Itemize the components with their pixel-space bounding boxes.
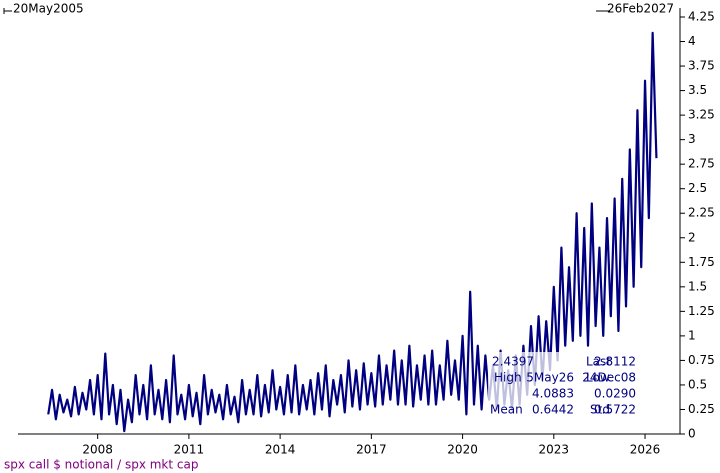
footer: spx call $ notional / spx mkt cap	[4, 458, 198, 472]
x-tick-label: 2023	[539, 443, 570, 457]
range-end: 26Feb2027	[607, 2, 674, 16]
y-tick-label: 1	[688, 328, 696, 342]
stat-text: 2.8112	[594, 355, 636, 369]
x-tick-label: 2014	[265, 443, 296, 457]
stat-text: 5May26	[526, 371, 574, 385]
y-tick-label: 0.5	[688, 377, 707, 391]
y-tick-label: 2	[688, 230, 696, 244]
stat-text: 4.0883	[532, 387, 574, 401]
y-tick-label: 0.25	[688, 402, 715, 416]
y-tick-label: 3.75	[688, 59, 715, 73]
y-tick-label: 1.5	[688, 279, 707, 293]
range-start: 20May2005	[13, 2, 84, 16]
y-tick-label: 2.5	[688, 181, 707, 195]
stats-box	[488, 352, 640, 418]
y-tick-label: 3.25	[688, 108, 715, 122]
y-tick-label: 3	[688, 132, 696, 146]
y-tick-label: 1.75	[688, 255, 715, 269]
x-tick-label: 2026	[630, 443, 661, 457]
stat-text: Std	[590, 403, 610, 417]
stat-text: High	[494, 371, 522, 385]
y-tick-label: 3.5	[688, 83, 707, 97]
y-tick-label: 2.25	[688, 206, 715, 220]
stat-text: Mean	[490, 403, 523, 417]
y-tick-label: 4	[688, 34, 696, 48]
line	[47, 31, 658, 433]
stat-text: Last	[586, 355, 611, 369]
stat-text: 0.6442	[532, 403, 574, 417]
stat-text: 0.5722	[594, 403, 636, 417]
stat-text: Low	[586, 371, 610, 385]
y-tick-label: 4.25	[688, 10, 715, 24]
y-tick-label: 0	[688, 427, 696, 441]
y-tick-label: 0.75	[688, 353, 715, 367]
stat-text: 0.0290	[594, 387, 636, 401]
x-tick-label: 2011	[174, 443, 205, 457]
x-tick-label: 2008	[82, 443, 113, 457]
y-tick-label: 1.25	[688, 304, 715, 318]
stat-text: 2.4397	[492, 355, 534, 369]
stat-text: 24Dec08	[582, 371, 636, 385]
y-tick-label: 2.75	[688, 157, 715, 171]
x-tick-label: 2020	[447, 443, 478, 457]
x-tick-label: 2017	[356, 443, 387, 457]
